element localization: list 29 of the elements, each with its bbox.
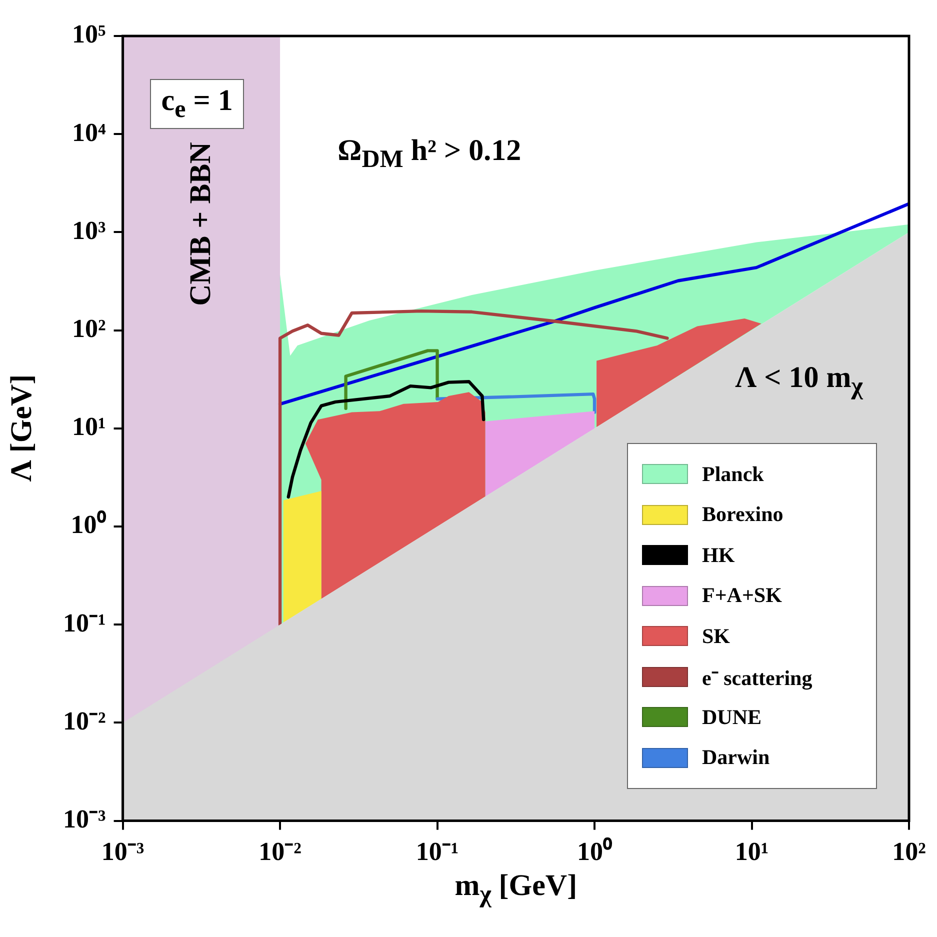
annotation: Ω$_{DM}$ h² > 0.12 xyxy=(338,134,522,174)
legend-label: Planck xyxy=(702,462,764,487)
y-tick-label: 10⁻¹ xyxy=(63,608,106,638)
legend-label: HK xyxy=(702,542,735,568)
y-axis-title: Λ [GeV] xyxy=(5,374,39,482)
x-tick-label: 10⁰ xyxy=(577,837,614,866)
annotation: CMB + BBN xyxy=(184,142,218,306)
y-tick-label: 10¹ xyxy=(72,412,106,442)
x-tick-label: 10² xyxy=(892,837,926,866)
legend-label: F+A+SK xyxy=(702,583,782,608)
x-tick-label: 10⁻² xyxy=(258,837,302,866)
y-tick-label: 10² xyxy=(72,314,106,344)
y-tick-label: 10⁴ xyxy=(72,118,106,147)
annotation: Λ < 10 m$_{χ}$ xyxy=(735,361,863,402)
y-tick-label: 10⁻³ xyxy=(63,804,106,834)
legend-label: e⁻ scattering xyxy=(702,664,812,691)
x-tick-label: 10¹ xyxy=(734,837,769,866)
legend-label: Darwin xyxy=(702,745,770,770)
y-tick-label: 10⁰ xyxy=(70,510,107,540)
x-axis-title: m$_{χ}$ [GeV] xyxy=(454,868,578,909)
y-tick-label: 10⁻² xyxy=(63,706,106,736)
y-tick-label: 10³ xyxy=(72,216,106,245)
x-tick-label: 10⁻¹ xyxy=(416,837,459,866)
legend-label: Borexino xyxy=(702,502,784,528)
x-tick-label: 10⁻³ xyxy=(101,837,144,866)
annotation: c$_{e}$ = 1 xyxy=(150,79,244,130)
legend-label: DUNE xyxy=(702,704,762,730)
y-tick-label: 10⁵ xyxy=(72,20,106,49)
legend-label: SK xyxy=(702,624,730,649)
